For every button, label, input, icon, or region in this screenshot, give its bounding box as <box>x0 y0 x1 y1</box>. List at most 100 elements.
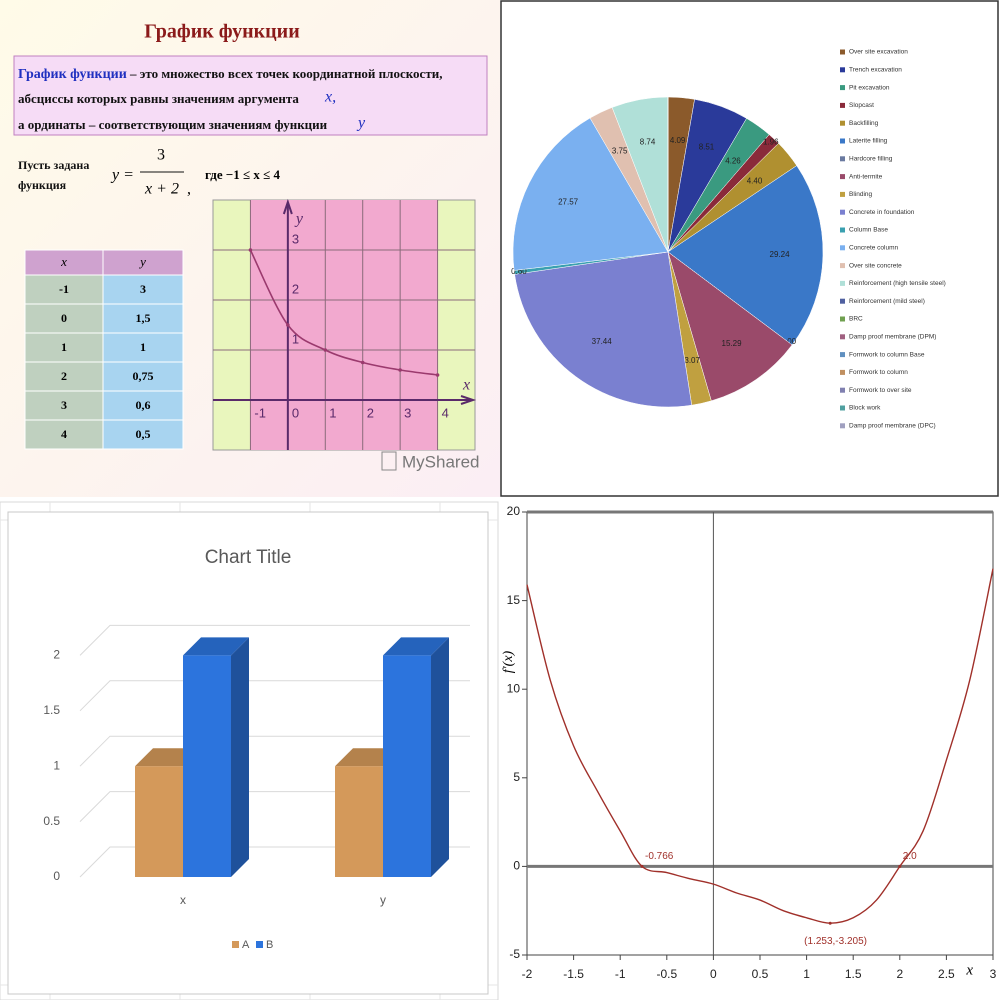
legend-label: Trench excavation <box>849 67 902 74</box>
y-tick-label: 3 <box>292 231 299 246</box>
y-tick-label: 5 <box>513 770 520 784</box>
x-tick-label: -1 <box>254 405 266 420</box>
y-tick-label: 0.5 <box>43 814 60 828</box>
definition-line: – это множество всех точек координатной … <box>129 66 442 81</box>
table-cell <box>102 303 184 334</box>
table-text: -1 <box>59 282 69 296</box>
legend-swatch <box>840 298 845 304</box>
y-tick-label: 1 <box>292 331 299 346</box>
y-tick-label: 1 <box>53 758 60 772</box>
bar <box>183 637 249 877</box>
table-header: y <box>138 254 146 269</box>
legend-swatch <box>840 227 845 233</box>
formula-denominator: x + 2 <box>144 181 179 198</box>
grid-line <box>79 735 470 767</box>
bar-front <box>383 655 431 877</box>
bar-side <box>431 637 449 877</box>
legend-label: Reinforcement (high tensile steel) <box>849 280 946 287</box>
legend-swatch <box>840 352 845 358</box>
bar-top <box>383 637 449 656</box>
definition-line: а ординаты – соответствующим значениям ф… <box>18 117 328 132</box>
slice-label: 27.57 <box>558 197 579 206</box>
x-axis-label: x <box>965 962 973 978</box>
x-tick-label: 2 <box>896 967 903 981</box>
slice-label: 4.09 <box>670 136 686 145</box>
given-text: Пусть задана <box>18 158 89 172</box>
legend-swatch <box>256 941 263 948</box>
legend-label: Anti-termite <box>849 173 883 180</box>
table-text: 1 <box>61 340 67 354</box>
x-tick-label: -1 <box>615 967 626 981</box>
legend-label: Slopcast <box>849 102 874 109</box>
y-tick-label: 0 <box>513 859 520 873</box>
legend-label: Formwork to column Base <box>849 351 925 358</box>
data-point <box>360 360 365 365</box>
slide-title: График функции <box>144 21 299 43</box>
legend-swatch <box>840 245 845 251</box>
legend-label: Pit excavation <box>849 84 890 91</box>
table-text: 3 <box>61 398 67 412</box>
x-tick-label: 1 <box>803 967 810 981</box>
legend-label: B <box>266 939 273 951</box>
data-point <box>248 248 253 252</box>
slice-label: 3.07 <box>684 356 700 365</box>
y-tick-label: 2 <box>292 281 299 296</box>
legend-label: Damp proof membrane (DPM) <box>849 334 936 341</box>
legend-swatch <box>840 316 845 322</box>
legend-label: Laterite filling <box>849 138 888 145</box>
legend-swatch <box>840 67 845 73</box>
slice-label: 4.40 <box>747 177 763 186</box>
legend-swatch <box>840 102 845 108</box>
y-tick-label: 20 <box>507 504 521 518</box>
x-tick-label: 0 <box>292 405 299 420</box>
data-line <box>526 568 994 924</box>
bar-front <box>335 766 383 877</box>
plot-panel <box>500 502 1000 1000</box>
annotation: -0.766 <box>645 851 674 862</box>
x-tick-label: 1 <box>329 405 336 420</box>
table-cell <box>102 361 184 392</box>
definition-box <box>13 55 488 136</box>
slice-label: 0.00 <box>781 337 797 346</box>
x-tick-label: 0 <box>710 967 717 981</box>
legend-label: Over site concrete <box>849 262 902 269</box>
pie-slice <box>514 251 692 408</box>
legend-label: A <box>242 939 250 951</box>
legend-label: Hardcore filling <box>849 156 893 163</box>
watermark: MyShared <box>402 452 479 471</box>
x-arrow <box>460 395 477 405</box>
table-text: 0,75 <box>133 369 154 383</box>
pie-slice <box>667 251 793 402</box>
data-point <box>398 368 402 372</box>
bar-side <box>231 637 249 877</box>
x-tick-label: 3 <box>404 405 411 420</box>
pie-slice <box>667 165 824 346</box>
table-cell <box>102 419 184 450</box>
legend-label: Formwork to over site <box>849 387 912 394</box>
pie-slice <box>512 117 669 271</box>
slice-label: 3.75 <box>612 147 628 156</box>
slice-label: 8.74 <box>640 137 656 146</box>
y-axis-label: f'(x) <box>501 650 516 673</box>
legend-swatch <box>840 369 845 375</box>
annotation-point <box>640 864 644 868</box>
legend-label: Over site excavation <box>849 49 908 56</box>
slice-label: 37.44 <box>592 337 613 346</box>
legend-swatch <box>840 174 845 180</box>
annotation-point <box>828 921 832 925</box>
given-text: функция <box>18 178 67 192</box>
legend-swatch <box>232 941 239 948</box>
legend-label: Blinding <box>849 191 873 198</box>
slice-label: 1.96 <box>763 137 779 146</box>
legend-swatch <box>840 280 845 286</box>
watermark-icon <box>381 451 397 471</box>
legend-label: Concrete in foundation <box>849 209 915 216</box>
table-text: 3 <box>140 282 146 296</box>
x-tick-label: -1.5 <box>563 967 584 981</box>
x-tick-label: 1.5 <box>845 967 862 981</box>
y-tick-label: 1.5 <box>43 703 60 717</box>
definition-line: абсциссы которых равны значениям аргумен… <box>18 91 299 106</box>
table-text: 2 <box>61 369 67 383</box>
